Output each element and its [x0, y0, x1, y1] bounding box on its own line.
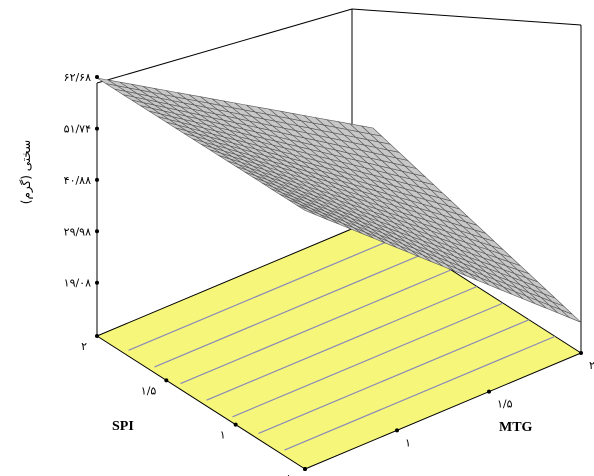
- contour-line: [154, 252, 426, 368]
- contour-line: [206, 285, 478, 401]
- z-tick-label: ۴۰/۸۸: [64, 174, 91, 187]
- surface-cell: [560, 309, 582, 323]
- contour-line: [180, 269, 452, 385]
- contour-line: [232, 302, 504, 418]
- z-tick: [95, 177, 99, 182]
- y-tick-label: ۱: [405, 436, 411, 449]
- contour-line: [128, 236, 400, 351]
- x-tick: [95, 334, 99, 338]
- tick-marks: ۱۹/۰۸۲۹/۹۸۴۰/۸۸۵۱/۷۴۶۲/۶۸۰/۵۱۱/۵۲۰/۵۱۱/۵…: [64, 71, 594, 476]
- x-tick-label: ۰/۵: [279, 473, 295, 476]
- z-tick-label: ۵۱/۷۴: [64, 123, 91, 136]
- box-edge: [96, 8, 353, 84]
- z-tick-label: ۲۹/۹۸: [64, 225, 91, 238]
- x-tick-label: ۱/۵: [141, 384, 157, 397]
- y-tick: [303, 467, 307, 471]
- y-tick: [487, 389, 491, 394]
- box-edge: [351, 8, 582, 26]
- x-tick: [164, 378, 169, 383]
- x-tick-label: ۱: [220, 429, 226, 442]
- x-axis-label: SPI: [112, 419, 134, 434]
- z-tick: [95, 126, 99, 131]
- y-tick-label: ۱/۵: [497, 398, 513, 411]
- x-tick: [233, 422, 238, 427]
- z-tick: [95, 75, 99, 79]
- contour-line: [284, 335, 556, 451]
- z-tick-label: ۱۹/۰۸: [64, 277, 91, 290]
- z-tick: [95, 229, 99, 234]
- z-axis-label: سختی (گرم): [19, 140, 34, 204]
- y-axis-label: MTG: [499, 420, 533, 435]
- contour-line: [258, 319, 530, 434]
- z-tick-label: ۶۲/۶۸: [64, 71, 91, 84]
- z-tick: [95, 280, 99, 285]
- contour-floor: [95, 219, 583, 470]
- response-surface: [96, 77, 582, 323]
- y-tick: [395, 428, 399, 433]
- y-tick: [579, 351, 583, 355]
- x-tick-label: ۲: [81, 340, 87, 353]
- surface-cell: [360, 125, 383, 137]
- y-tick-label: ۲: [589, 359, 594, 372]
